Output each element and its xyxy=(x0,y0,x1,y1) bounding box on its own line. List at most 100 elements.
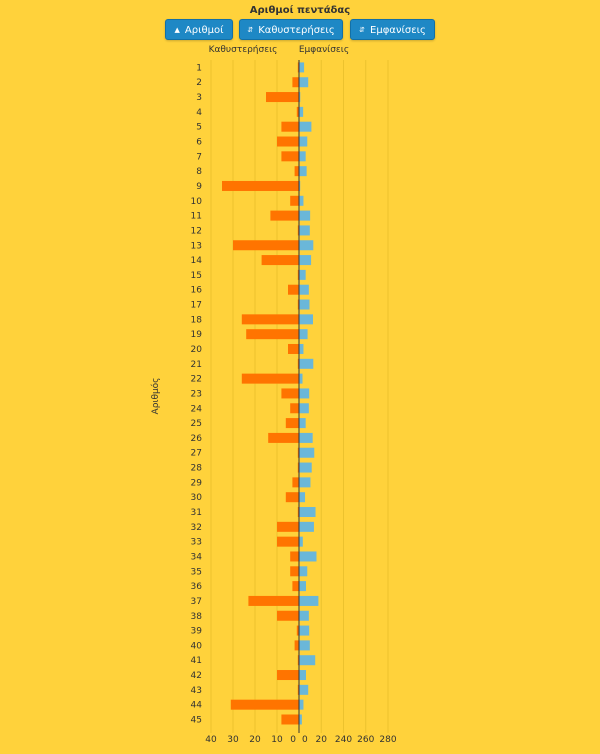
delay-bar xyxy=(281,714,299,725)
delay-bar xyxy=(292,77,299,88)
delay-bar xyxy=(270,210,299,221)
appearance-bar xyxy=(299,121,312,132)
appearance-bar xyxy=(299,581,306,592)
bars xyxy=(222,62,319,725)
appearance-bar xyxy=(299,136,308,147)
appearance-bar xyxy=(299,388,310,399)
category-label: 31 xyxy=(191,508,202,518)
delay-bar xyxy=(290,195,299,206)
sort-by-delays-button[interactable]: ⇵ Καθυστερήσεις xyxy=(239,19,343,40)
delay-bar xyxy=(297,655,299,666)
category-label: 19 xyxy=(191,330,203,340)
delay-bar xyxy=(230,699,299,710)
category-label: 7 xyxy=(196,152,202,162)
delay-bar xyxy=(297,358,299,369)
category-label: 13 xyxy=(191,241,202,251)
delay-bar xyxy=(248,595,299,606)
category-label: 15 xyxy=(191,271,202,281)
left-series-title: Καθυστερήσεις xyxy=(209,45,278,55)
delay-bar xyxy=(297,447,299,458)
category-label: 26 xyxy=(191,434,203,444)
appearance-bar xyxy=(299,373,303,384)
category-label: 5 xyxy=(196,123,202,133)
delay-bar xyxy=(285,418,299,429)
appearance-bar xyxy=(299,299,310,310)
sort-both-icon: ⇵ xyxy=(247,26,254,34)
gridlines xyxy=(210,60,389,733)
category-label: 1 xyxy=(196,63,202,73)
appearance-bar xyxy=(299,358,314,369)
delay-bar xyxy=(294,640,299,651)
category-label: 10 xyxy=(191,197,203,207)
chart-title: Αριθμοί πεντάδας xyxy=(249,5,351,16)
appearance-bar xyxy=(299,403,309,414)
delay-bar xyxy=(297,225,299,236)
appearance-bar xyxy=(299,343,304,354)
appearance-bar xyxy=(299,536,303,547)
category-label: 28 xyxy=(191,464,203,474)
delay-bar xyxy=(281,121,299,132)
appearance-bar xyxy=(299,699,304,710)
category-label: 12 xyxy=(191,226,202,236)
delay-bar xyxy=(290,551,299,562)
sort-both-icon: ⇵ xyxy=(359,26,366,34)
right-tick-label: 0 xyxy=(302,735,308,745)
category-label: 4 xyxy=(196,108,202,118)
appearance-bar xyxy=(299,492,306,503)
appearance-bar xyxy=(299,314,313,325)
right-tick-label: 240 xyxy=(335,735,352,745)
left-tick-label: 30 xyxy=(227,735,239,745)
category-label: 8 xyxy=(196,167,202,177)
delay-bar xyxy=(290,403,299,414)
appearance-bar xyxy=(299,566,308,577)
right-tick-label: 20 xyxy=(316,735,328,745)
delay-bar xyxy=(296,625,299,636)
delay-bar xyxy=(297,299,299,310)
y-axis-label: Αριθμός xyxy=(150,378,161,415)
category-label: 23 xyxy=(191,389,202,399)
appearance-bar xyxy=(299,195,304,206)
category-label: 6 xyxy=(196,138,202,148)
category-label: 17 xyxy=(191,301,202,311)
sort-by-number-button[interactable]: ▲ Αριθμοί xyxy=(165,19,233,40)
appearance-bar xyxy=(299,625,310,636)
appearance-bar xyxy=(299,269,306,280)
delay-bar xyxy=(277,521,299,532)
category-label: 24 xyxy=(191,404,203,414)
category-label: 41 xyxy=(191,656,202,666)
delay-bar xyxy=(292,581,299,592)
delay-bar xyxy=(277,610,299,621)
appearance-bar xyxy=(299,462,312,473)
appearance-bar xyxy=(299,210,311,221)
category-label: 29 xyxy=(191,478,203,488)
delay-bar xyxy=(296,106,299,117)
delay-bar xyxy=(297,507,299,518)
category-label: 21 xyxy=(191,360,202,370)
left-tick-label: 0 xyxy=(290,735,296,745)
appearance-bar xyxy=(299,655,316,666)
delay-bar xyxy=(288,284,299,295)
right-tick-label: 280 xyxy=(379,735,396,745)
right-series-title: Εμφανίσεις xyxy=(299,45,349,55)
delay-bar xyxy=(297,684,299,695)
appearance-bar xyxy=(299,432,313,443)
category-label: 18 xyxy=(191,315,203,325)
category-label: 35 xyxy=(191,567,202,577)
delay-bar xyxy=(266,92,299,103)
delay-bar xyxy=(233,240,299,251)
sort-by-appearances-button[interactable]: ⇵ Εμφανίσεις xyxy=(350,19,435,40)
delay-bar xyxy=(281,151,299,162)
category-label: 3 xyxy=(196,93,202,103)
appearance-bar xyxy=(299,240,314,251)
appearance-bar xyxy=(299,610,309,621)
appearance-bar xyxy=(299,507,316,518)
appearance-bar xyxy=(299,77,309,88)
delay-bar xyxy=(288,343,299,354)
right-tick-label: 260 xyxy=(357,735,374,745)
category-label: 36 xyxy=(191,582,203,592)
delay-bar xyxy=(277,536,299,547)
delay-bar xyxy=(294,166,299,177)
appearance-bar xyxy=(299,255,312,266)
